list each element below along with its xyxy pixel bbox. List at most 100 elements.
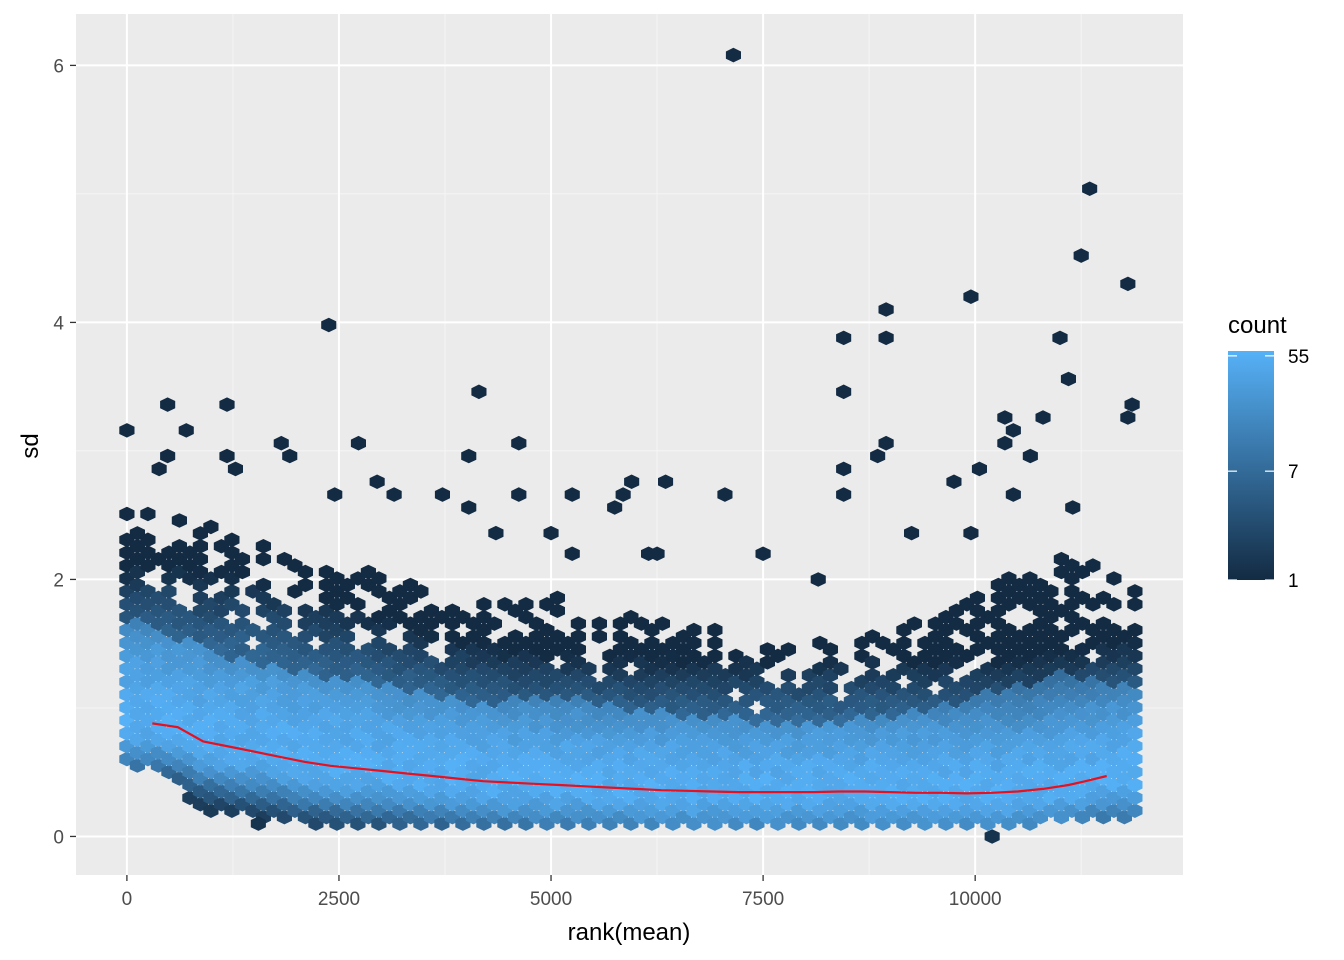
hex-cell	[1106, 571, 1122, 586]
hex-cell	[570, 629, 586, 644]
hex-cell	[780, 642, 796, 657]
hex-cell-outlier	[1005, 487, 1021, 502]
hex-cell-outlier	[219, 397, 235, 412]
hex-cell	[224, 584, 240, 599]
hex-cell	[1127, 803, 1143, 818]
x-tick-label: 2500	[318, 889, 360, 910]
hex-cell	[140, 506, 156, 522]
hex-cell	[896, 635, 912, 651]
hex-cell	[654, 616, 670, 631]
hex-cell-outlier	[488, 525, 504, 541]
hex-cell	[969, 590, 985, 606]
hex-cell-outlier	[984, 829, 1000, 844]
hex-cell	[591, 629, 607, 644]
hex-cell	[1127, 738, 1143, 754]
x-axis-ticks: 0 2500 5000 7500 10000	[122, 875, 1002, 910]
hex-cell	[339, 629, 355, 644]
hex-cell-outlier	[386, 487, 402, 502]
hex-cell-outlier	[1124, 397, 1140, 412]
x-tick-label: 5000	[530, 889, 572, 910]
hex-cell	[1106, 597, 1122, 612]
hex-cell-outlier	[971, 461, 987, 477]
hex-cell	[192, 539, 208, 554]
hex-cell-outlier	[1073, 248, 1089, 263]
hex-cell-outlier	[870, 448, 886, 464]
hex-cell-outlier	[836, 330, 852, 346]
hex-cell-outlier	[511, 435, 527, 451]
hex-cell	[1127, 751, 1143, 767]
hex-cell-outlier	[997, 435, 1013, 451]
hex-cell-outlier	[755, 546, 771, 561]
legend-label: 1	[1288, 571, 1299, 592]
hex-cell-outlier	[471, 384, 487, 400]
hex-cell-outlier	[250, 816, 266, 831]
x-tick-label: 0	[122, 889, 133, 910]
hex-cell-outlier	[434, 487, 450, 502]
hex-cell	[234, 551, 250, 567]
hex-cell-outlier	[963, 525, 979, 541]
hex-cell	[1127, 726, 1143, 741]
hex-cell	[1127, 584, 1143, 599]
hex-cell	[171, 513, 187, 528]
y-tick-label: 6	[53, 56, 64, 77]
hex-cell	[707, 622, 723, 638]
hex-cell	[276, 603, 292, 618]
hex-cell	[423, 629, 439, 644]
hex-cell-outlier	[1060, 371, 1076, 387]
hex-cell	[549, 603, 565, 618]
hex-cell-outlier	[649, 546, 665, 561]
y-tick-label: 4	[53, 313, 64, 334]
hex-cell	[1127, 674, 1143, 689]
hex-cell	[591, 616, 607, 631]
hex-cell-outlier	[369, 474, 385, 489]
hex-cell-outlier	[836, 487, 852, 502]
hex-cell	[297, 577, 313, 593]
x-tick-label: 7500	[742, 889, 784, 910]
hex-cell	[707, 635, 723, 651]
legend-label: 7	[1288, 462, 1299, 483]
hex-cell	[203, 519, 219, 535]
hex-cell	[1127, 597, 1143, 612]
hex-cell	[1085, 558, 1101, 573]
y-tick-label: 0	[53, 827, 64, 848]
hex-cell	[686, 622, 702, 638]
hex-cell-outlier	[658, 474, 674, 489]
hex-cell	[119, 506, 135, 522]
hex-cell	[234, 564, 250, 580]
hex-cell	[1127, 700, 1143, 715]
hex-cell	[1127, 635, 1143, 651]
hex-cell-outlier	[997, 410, 1013, 425]
hex-cell	[276, 616, 292, 631]
hex-cell-outlier	[607, 500, 623, 515]
hex-cell	[476, 597, 492, 612]
hex-cell-outlier	[878, 302, 894, 317]
hex-cell-outlier	[461, 500, 477, 515]
hex-cell	[161, 584, 177, 599]
legend-label: 55	[1288, 347, 1309, 368]
hex-cell	[1127, 713, 1143, 728]
hex-cell-outlier	[615, 487, 631, 502]
y-axis-ticks: 0 2 4 6	[53, 56, 76, 848]
legend-title: count	[1228, 312, 1287, 339]
hex-cell	[518, 597, 534, 612]
hex-cell	[822, 680, 838, 696]
hex-cell	[140, 532, 156, 548]
hex-cell	[1127, 764, 1143, 780]
hex-cell	[686, 635, 702, 651]
hex-cell	[581, 661, 597, 677]
hex-cell-outlier	[946, 474, 962, 489]
y-tick-label: 2	[53, 570, 64, 591]
hex-cell	[255, 539, 271, 554]
hex-cell	[1127, 687, 1143, 702]
hex-cell	[234, 603, 250, 618]
hex-cell-outlier	[282, 448, 298, 464]
hex-cell	[570, 642, 586, 657]
hex-cell	[570, 616, 586, 631]
hex-cell-outlier	[963, 289, 979, 304]
hex-cell-outlier	[1035, 410, 1051, 425]
hex-cell	[413, 584, 429, 599]
hex-cell-outlier	[1065, 500, 1081, 515]
hex-cell-outlier	[273, 435, 289, 451]
hex-cell	[1127, 777, 1143, 793]
hex-cell-outlier	[878, 435, 894, 451]
